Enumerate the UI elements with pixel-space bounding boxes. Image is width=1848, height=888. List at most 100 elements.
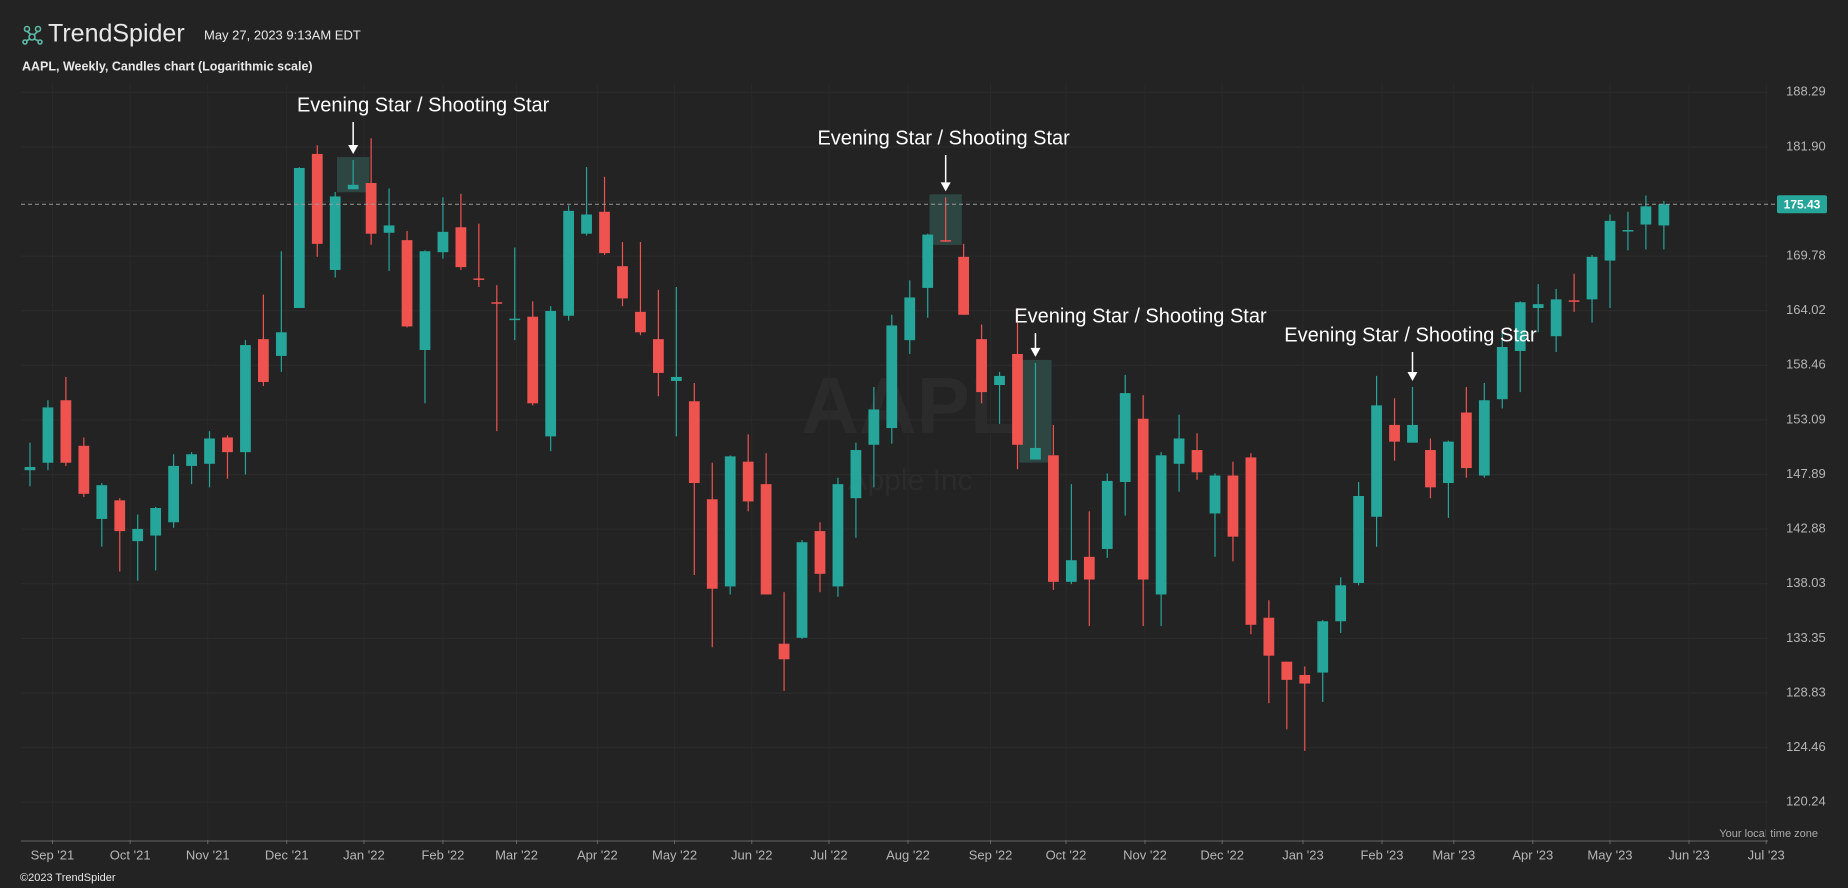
candle-body (904, 297, 916, 341)
candle-body (60, 400, 72, 463)
annotation-arrowhead (1030, 347, 1041, 357)
candle-body (168, 465, 180, 523)
candle-body (1083, 556, 1095, 580)
x-tick-label: May '23 (1587, 847, 1632, 862)
candle-body (1048, 455, 1059, 582)
annotation: Evening Star / Shooting Star (1284, 324, 1537, 346)
candle-body (401, 240, 413, 327)
chart-title: AAPL, Weekly, Candles chart (Logarithmic… (22, 59, 313, 73)
candle-body (78, 445, 90, 494)
candle-body (940, 240, 952, 242)
candle-body (706, 499, 718, 589)
candle-body (850, 450, 862, 499)
y-tick-label: 158.46 (1786, 357, 1826, 372)
candle-body (1155, 455, 1167, 595)
candle-body (1263, 617, 1275, 656)
candle-body (491, 302, 503, 304)
candle-body (868, 409, 880, 445)
candle-body (742, 461, 754, 502)
candle-body (1065, 560, 1077, 582)
candle-body (437, 231, 449, 253)
candle-body (509, 318, 521, 321)
annotation-arrowhead (940, 182, 951, 192)
candle-body (1191, 450, 1203, 473)
candle-body (527, 316, 539, 404)
last-price-label: 175.43 (1784, 197, 1821, 211)
candle-body (365, 183, 377, 234)
candle-body (976, 339, 987, 393)
candle-body (922, 234, 934, 288)
x-tick-label: Mar '23 (1432, 847, 1475, 862)
candle-body (1496, 347, 1508, 400)
annotation: Evening Star / Shooting Star (817, 127, 1070, 149)
candle-body (1299, 674, 1311, 684)
candle-body (1460, 412, 1472, 469)
timestamp: May 27, 2023 9:13AM EDT (204, 27, 361, 42)
candle-body (1425, 450, 1436, 488)
candle-body (1227, 475, 1239, 537)
candle-body (1137, 418, 1149, 580)
x-tick-label: Jul '23 (1748, 847, 1785, 862)
candle-body (383, 225, 395, 233)
candle-body (204, 438, 215, 464)
candle-body (347, 184, 359, 190)
copyright: ©2023 TrendSpider (20, 872, 116, 884)
candle-body (114, 500, 126, 532)
candle-body (1335, 585, 1347, 622)
y-tick-label: 153.09 (1786, 411, 1826, 426)
y-tick-label: 164.02 (1786, 302, 1826, 317)
candle-body (724, 456, 736, 587)
candle-body (1245, 457, 1257, 625)
x-tick-label: Oct '21 (110, 847, 151, 862)
candle-body (222, 437, 233, 453)
candle-body (473, 278, 485, 280)
candle-body (563, 210, 575, 316)
x-tick-label: Nov '22 (1123, 847, 1167, 862)
candle-body (617, 266, 628, 299)
x-tick-label: Jun '23 (1668, 847, 1710, 862)
y-tick-label: 188.29 (1786, 84, 1826, 99)
x-tick-label: Sep '21 (31, 847, 75, 862)
logo-icon (22, 25, 43, 45)
candle-body (1389, 424, 1400, 442)
candle-body (24, 466, 36, 471)
x-tick-label: Oct '22 (1046, 847, 1087, 862)
x-tick-label: Apr '23 (1512, 847, 1553, 862)
timezone-note: Your local time zone (1719, 828, 1818, 840)
x-tick-label: Jan '22 (343, 847, 385, 862)
candle-body (1658, 204, 1670, 226)
x-tick-label: Mar '22 (495, 847, 538, 862)
annotation-arrowhead (348, 145, 359, 155)
candle-body (329, 196, 341, 270)
candle-body (1119, 393, 1131, 482)
last-price-tag (1777, 195, 1827, 214)
x-tick-label: Feb '22 (421, 847, 464, 862)
candle-body (1101, 480, 1113, 549)
candle-body (240, 345, 251, 453)
x-tick-label: Aug '22 (886, 847, 930, 862)
candle-body (832, 484, 844, 587)
candle-body (1012, 353, 1023, 445)
candle-body (1371, 405, 1382, 517)
y-tick-label: 181.90 (1786, 138, 1826, 153)
candle-body (1604, 220, 1616, 261)
y-tick-label: 169.78 (1786, 248, 1826, 263)
candle-body (1281, 661, 1293, 680)
y-tick-label: 138.03 (1786, 575, 1826, 590)
candle-body (653, 339, 664, 373)
candle-body (132, 528, 144, 542)
annotation: Evening Star / Shooting Star (297, 94, 550, 116)
candle-body (1209, 475, 1221, 514)
candle-body (886, 325, 898, 429)
x-tick-label: Jun '22 (731, 847, 773, 862)
y-tick-label: 124.46 (1786, 739, 1826, 754)
x-tick-label: May '22 (652, 847, 697, 862)
candle-body (1532, 304, 1544, 309)
candle-body (635, 311, 646, 333)
candle-body (778, 643, 790, 660)
candle-body (275, 332, 287, 356)
candle-body (42, 407, 54, 463)
